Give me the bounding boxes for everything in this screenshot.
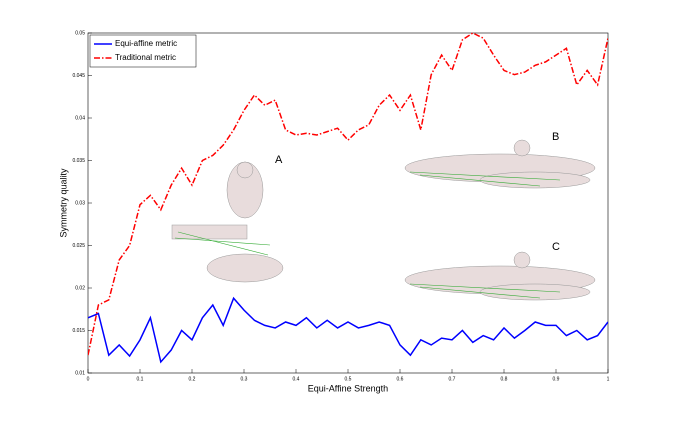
data-line bbox=[88, 296, 608, 364]
illustrations bbox=[171, 139, 596, 301]
annotation: B bbox=[552, 131, 559, 143]
x-tick-label: 0.4 bbox=[293, 376, 300, 382]
x-tick-label: 0.7 bbox=[449, 376, 456, 382]
x-axis-label: Equi-Affine Strength bbox=[308, 383, 388, 393]
y-tick-label: 0.05 bbox=[75, 30, 85, 36]
x-tick-label: 0.3 bbox=[241, 376, 248, 382]
y-tick-label: 0.015 bbox=[72, 328, 85, 334]
x-tick-label: 0.2 bbox=[189, 376, 196, 382]
x-tick-label: 0.9 bbox=[553, 376, 560, 382]
y-tick-label: 0.02 bbox=[75, 285, 85, 291]
y-tick-label: 0.035 bbox=[72, 158, 85, 164]
y-tick-label: 0.045 bbox=[72, 73, 85, 79]
legend-label: Equi-affine metric bbox=[115, 39, 177, 48]
x-tick-label: 0.1 bbox=[137, 376, 144, 382]
x-tick-label: 0.5 bbox=[345, 376, 352, 382]
y-tick-label: 0.01 bbox=[75, 370, 85, 376]
x-tick-label: 0 bbox=[87, 376, 90, 382]
legend-label: Traditional metric bbox=[115, 53, 176, 62]
y-tick-label: 0.025 bbox=[72, 243, 85, 249]
annotation: C bbox=[552, 241, 560, 253]
y-tick-label: 0.04 bbox=[75, 115, 85, 121]
data-line bbox=[88, 32, 608, 356]
legend-box bbox=[89, 34, 197, 68]
x-tick-label: 0.8 bbox=[501, 376, 508, 382]
annotation: A bbox=[275, 154, 283, 166]
y-tick-label: 0.03 bbox=[75, 200, 85, 206]
x-tick-label: 0.6 bbox=[397, 376, 404, 382]
y-axis-label: Symmetry quality bbox=[58, 168, 68, 238]
x-tick-label: 1 bbox=[607, 376, 610, 382]
